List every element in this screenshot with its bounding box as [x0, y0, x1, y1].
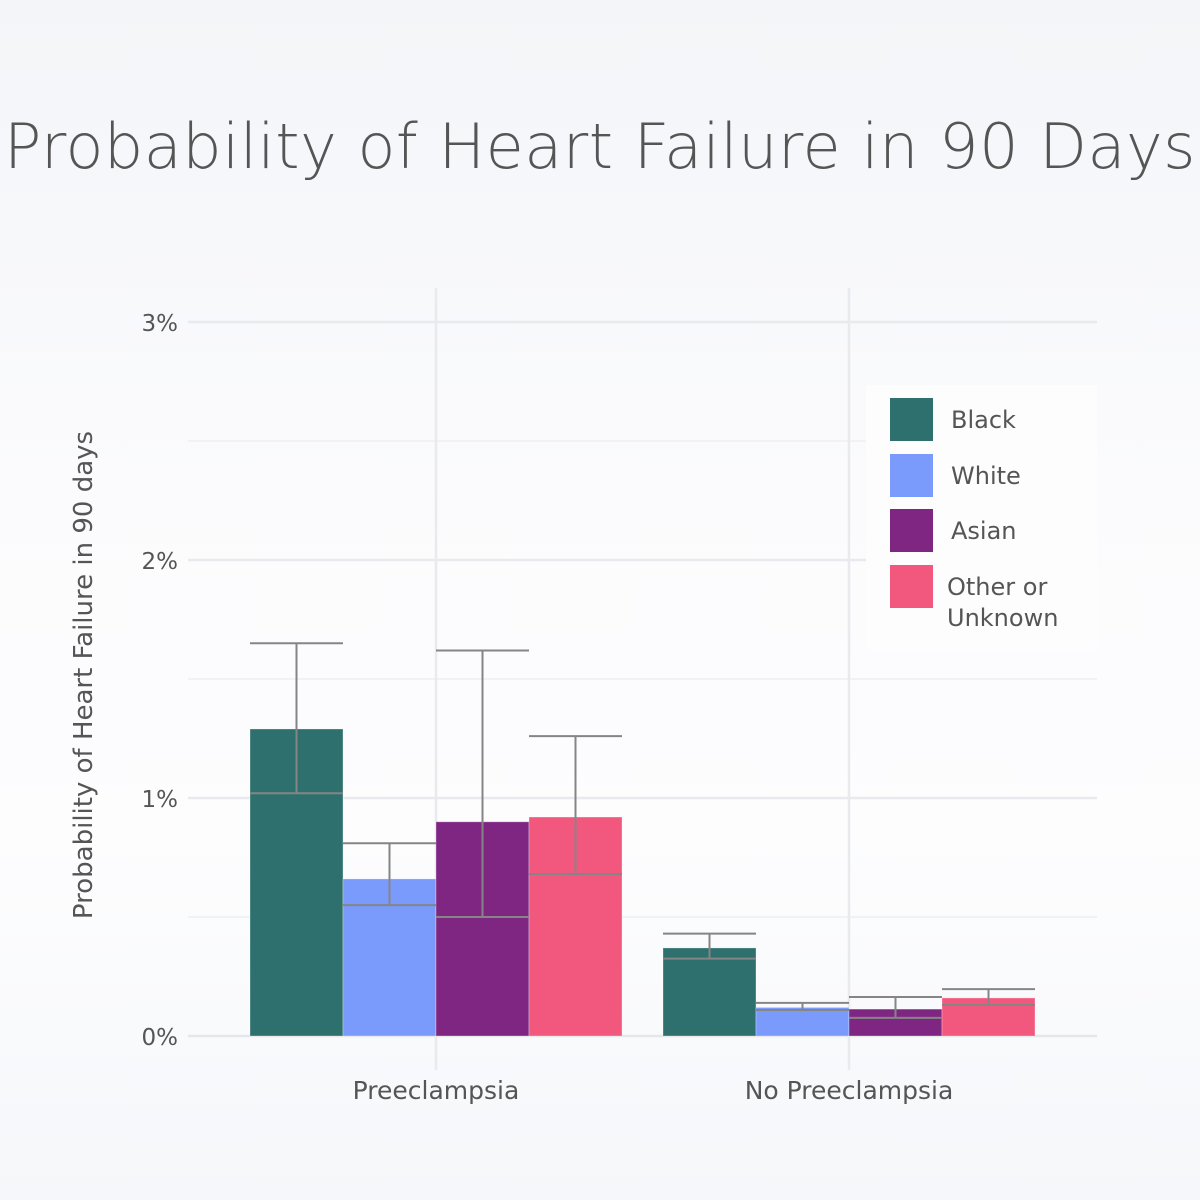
- bar-white: [755, 1006, 850, 1037]
- bar-black: [662, 947, 757, 1037]
- legend-label: Black: [951, 406, 1016, 434]
- legend-swatch: [890, 398, 933, 441]
- x-tick-label: Preeclampsia: [353, 1076, 520, 1105]
- x-tick-label: No Preeclampsia: [745, 1076, 954, 1105]
- y-tick-label: 2%: [142, 549, 179, 575]
- legend-label: White: [951, 462, 1021, 490]
- legend-label: Asian: [951, 517, 1017, 545]
- y-tick-label: 1%: [142, 787, 179, 813]
- legend-swatch: [890, 454, 933, 497]
- legend-swatch: [890, 565, 933, 608]
- chart-title: Probability of Heart Failure in 90 Days: [4, 110, 1196, 183]
- y-tick-label: 3%: [142, 311, 179, 337]
- y-axis-label: Probability of Heart Failure in 90 days: [69, 431, 99, 919]
- legend-swatch: [890, 509, 933, 552]
- legend-label: Unknown: [947, 604, 1058, 632]
- y-tick-label: 0%: [142, 1025, 179, 1051]
- legend-label: Other or: [947, 573, 1047, 601]
